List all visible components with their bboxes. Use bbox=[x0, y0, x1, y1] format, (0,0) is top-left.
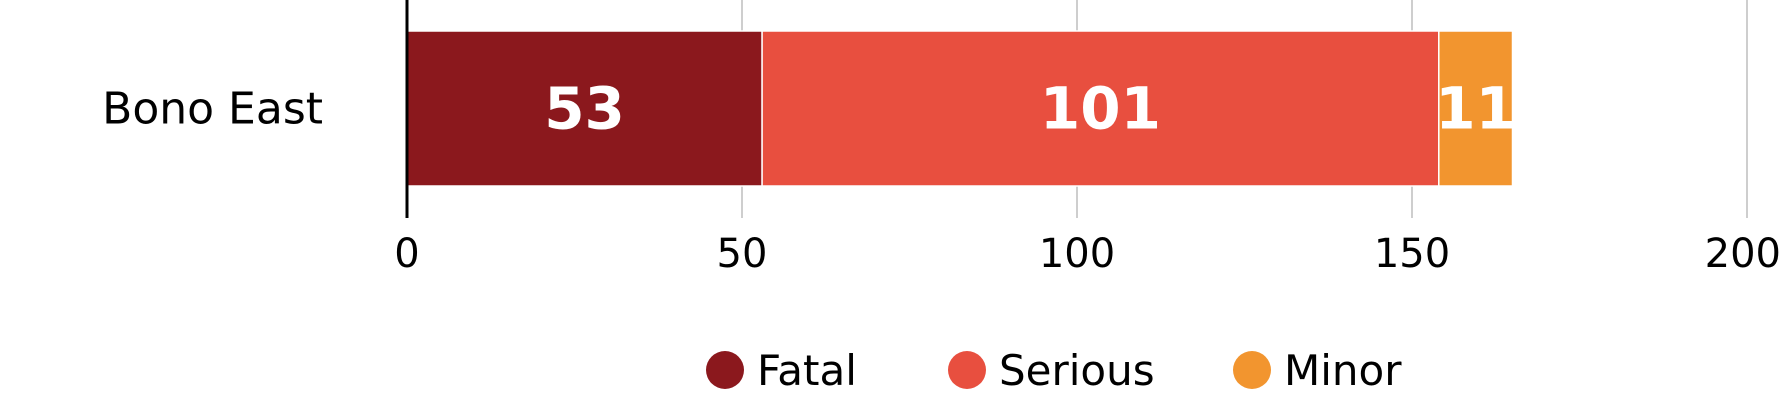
data-label-serious: 101 bbox=[1040, 75, 1161, 143]
bar-segment-minor bbox=[1438, 30, 1514, 187]
x-tick-labels: 0 50 100 150 200 bbox=[394, 231, 1781, 277]
x-tick-label: 50 bbox=[717, 231, 768, 277]
legend-marker-minor bbox=[1233, 351, 1271, 389]
x-tick-label: 100 bbox=[1039, 231, 1115, 277]
data-label-fatal: 53 bbox=[544, 75, 625, 143]
bar-segment-fatal bbox=[406, 30, 763, 187]
category-labels: Bono East bbox=[102, 84, 323, 135]
legend-marker-serious bbox=[948, 351, 986, 389]
x-tick-label: 200 bbox=[1705, 231, 1781, 277]
data-label-minor: 11 bbox=[1435, 75, 1516, 143]
legend-label-minor: Minor bbox=[1284, 346, 1402, 395]
x-tick-label: 0 bbox=[394, 231, 419, 277]
bar-segment-serious bbox=[761, 30, 1440, 187]
legend-label-serious: Serious bbox=[999, 346, 1155, 395]
legend-marker-fatal bbox=[706, 351, 744, 389]
data-labels: 53 101 11 bbox=[544, 75, 1516, 143]
legend-label-fatal: Fatal bbox=[757, 346, 857, 395]
x-tick-label: 150 bbox=[1374, 231, 1450, 277]
legend: Fatal Serious Minor bbox=[706, 346, 1402, 395]
category-label: Bono East bbox=[102, 84, 323, 135]
bars bbox=[406, 30, 1514, 187]
